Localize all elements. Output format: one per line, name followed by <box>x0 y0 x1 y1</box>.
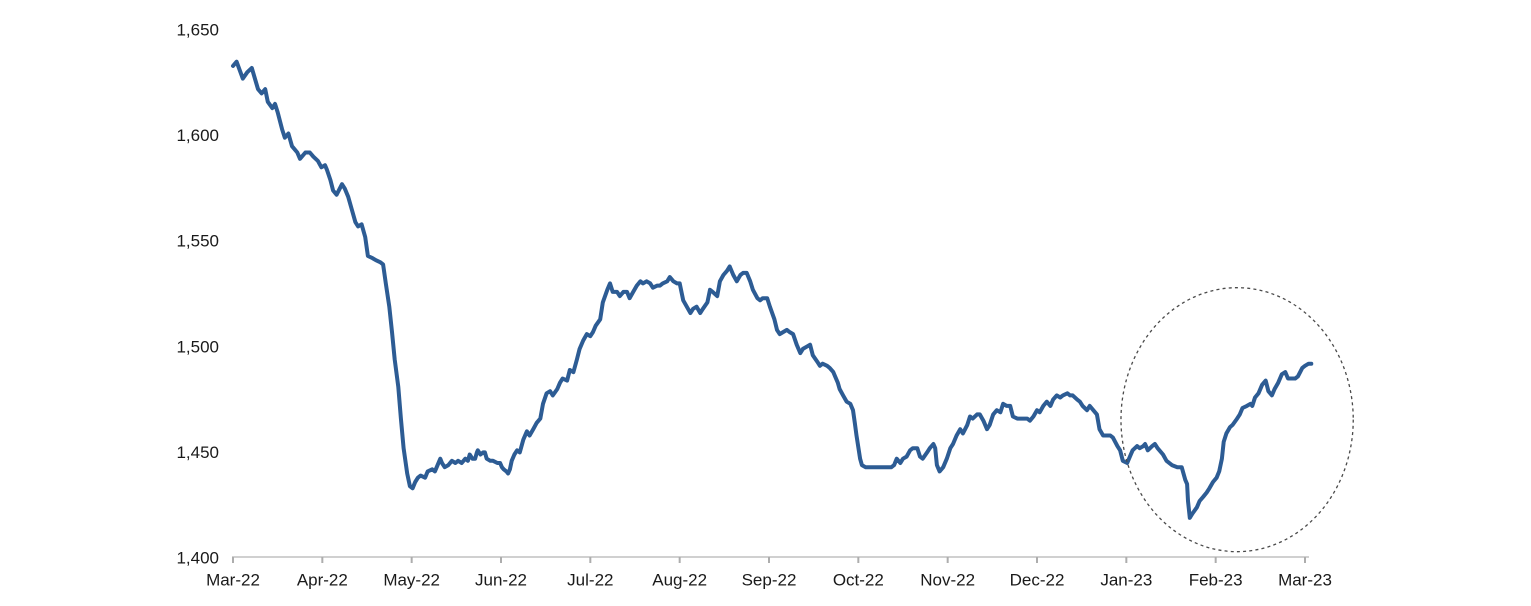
y-axis-tick-label: 1,500 <box>176 337 219 356</box>
y-axis-tick-label: 1,550 <box>176 232 219 251</box>
x-axis-tick-label: Dec-22 <box>1010 571 1065 590</box>
x-axis-tick-label: Nov-22 <box>920 571 975 590</box>
y-axis-tick-label: 1,600 <box>176 126 219 145</box>
x-axis-tick-label: Mar-22 <box>206 571 260 590</box>
x-axis-tick-label: Feb-23 <box>1189 571 1243 590</box>
x-axis-tick-labels: Mar-22 Apr-22 May-22 Jun-22 Jul-22 Aug-22 Sep-… <box>206 571 1332 590</box>
x-axis-tick-label: Jan-23 <box>1100 571 1152 590</box>
y-axis-tick-label: 1,450 <box>176 443 219 462</box>
x-axis-tick-label: Mar-23 <box>1278 571 1332 590</box>
y-axis-tick-label: 1,400 <box>176 549 219 568</box>
highlight-ellipse-annotation <box>1120 287 1354 553</box>
x-axis-tick-label: May-22 <box>383 571 440 590</box>
x-axis-tick-label: Jun-22 <box>475 571 527 590</box>
x-axis-tick-marks <box>232 557 1306 563</box>
x-axis-tick-label: Apr-22 <box>297 571 348 590</box>
x-axis-tick-label: Sep-22 <box>742 571 797 590</box>
x-axis-tick-label: Jul-22 <box>567 571 613 590</box>
y-axis-tick-labels: 1,400 1,450 1,500 1,550 1,600 1,650 <box>176 21 219 568</box>
price-line-series <box>231 59 1314 520</box>
y-axis-tick-label: 1,650 <box>176 21 219 40</box>
x-axis-tick-label: Aug-22 <box>652 571 707 590</box>
x-axis-tick-label: Oct-22 <box>833 571 884 590</box>
